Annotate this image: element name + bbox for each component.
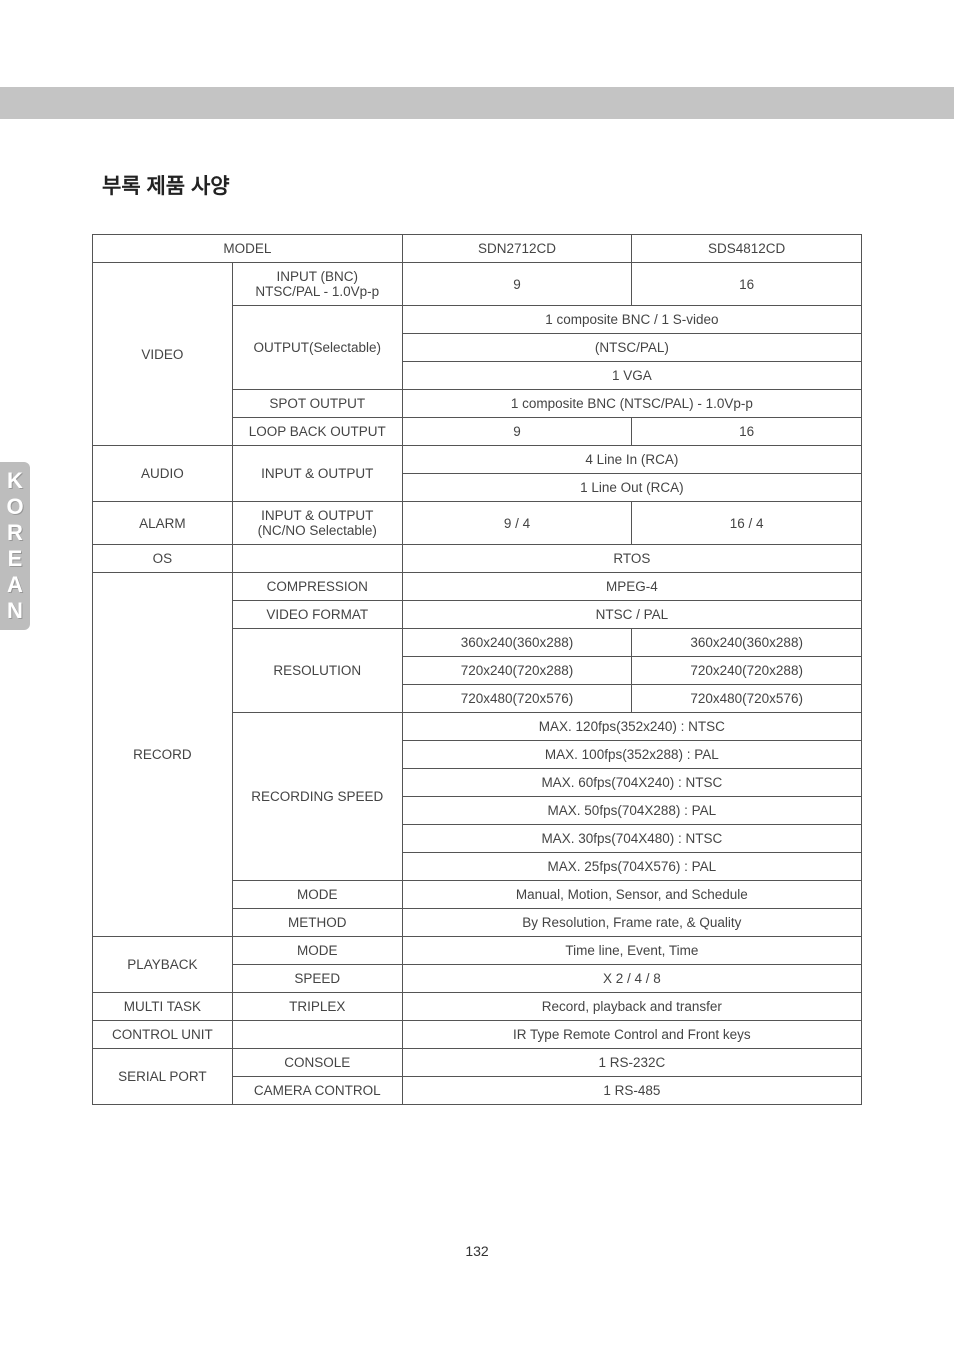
table-subcategory-cell: RECORDING SPEED — [232, 713, 402, 881]
table-value-cell: MAX. 25fps(704X576) : PAL — [402, 853, 861, 881]
table-value-cell: MAX. 120fps(352x240) : NTSC — [402, 713, 861, 741]
table-value-cell: 720x480(720x576) — [402, 685, 632, 713]
table-value-cell: 1 Line Out (RCA) — [402, 474, 861, 502]
table-header-cell: MODEL — [93, 235, 403, 263]
table-subcategory-cell: INPUT & OUTPUT — [232, 446, 402, 502]
table-value-cell: 1 composite BNC / 1 S-video — [402, 306, 861, 334]
table-subcategory-cell: MODE — [232, 881, 402, 909]
table-value-cell: X 2 / 4 / 8 — [402, 965, 861, 993]
table-subcategory-cell: SPOT OUTPUT — [232, 390, 402, 418]
table-value-cell: 9 — [402, 418, 632, 446]
table-value-cell: 16 / 4 — [632, 502, 862, 545]
page-number: 132 — [0, 1243, 954, 1259]
table-subcategory-cell — [232, 1021, 402, 1049]
table-category-cell: VIDEO — [93, 263, 233, 446]
table-value-cell: 720x480(720x576) — [632, 685, 862, 713]
table-value-cell: 16 — [632, 418, 862, 446]
table-subcategory-cell: VIDEO FORMAT — [232, 601, 402, 629]
table-value-cell: 1 VGA — [402, 362, 861, 390]
table-value-cell: 360x240(360x288) — [402, 629, 632, 657]
side-letter: A — [7, 572, 23, 598]
side-letter: R — [7, 520, 23, 546]
language-side-tab: K O R E A N — [0, 462, 30, 630]
table-value-cell: 4 Line In (RCA) — [402, 446, 861, 474]
table-subcategory-cell: METHOD — [232, 909, 402, 937]
table-value-cell: 1 composite BNC (NTSC/PAL) - 1.0Vp-p — [402, 390, 861, 418]
table-category-cell: OS — [93, 545, 233, 573]
table-value-cell: 1 RS-232C — [402, 1049, 861, 1077]
table-header-cell: SDN2712CD — [402, 235, 632, 263]
table-category-cell: CONTROL UNIT — [93, 1021, 233, 1049]
table-value-cell: MAX. 100fps(352x288) : PAL — [402, 741, 861, 769]
table-value-cell: NTSC / PAL — [402, 601, 861, 629]
side-letter: N — [7, 598, 23, 624]
table-value-cell: MAX. 50fps(704X288) : PAL — [402, 797, 861, 825]
table-subcategory-cell: CONSOLE — [232, 1049, 402, 1077]
table-subcategory-cell: OUTPUT(Selectable) — [232, 306, 402, 390]
table-value-cell: By Resolution, Frame rate, & Quality — [402, 909, 861, 937]
table-subcategory-cell: SPEED — [232, 965, 402, 993]
table-value-cell: Time line, Event, Time — [402, 937, 861, 965]
table-value-cell: 720x240(720x288) — [402, 657, 632, 685]
table-header-cell: SDS4812CD — [632, 235, 862, 263]
table-subcategory-cell: COMPRESSION — [232, 573, 402, 601]
table-subcategory-cell: TRIPLEX — [232, 993, 402, 1021]
table-category-cell: ALARM — [93, 502, 233, 545]
table-subcategory-cell: CAMERA CONTROL — [232, 1077, 402, 1105]
table-value-cell: MPEG-4 — [402, 573, 861, 601]
table-subcategory-cell: MODE — [232, 937, 402, 965]
page-title: 부록 제품 사양 — [102, 170, 230, 200]
table-subcategory-cell: INPUT (BNC)NTSC/PAL - 1.0Vp-p — [232, 263, 402, 306]
table-value-cell: MAX. 30fps(704X480) : NTSC — [402, 825, 861, 853]
table-category-cell: AUDIO — [93, 446, 233, 502]
table-value-cell: Manual, Motion, Sensor, and Schedule — [402, 881, 861, 909]
table-subcategory-cell: INPUT & OUTPUT(NC/NO Selectable) — [232, 502, 402, 545]
table-subcategory-cell — [232, 545, 402, 573]
table-category-cell: MULTI TASK — [93, 993, 233, 1021]
table-subcategory-cell: LOOP BACK OUTPUT — [232, 418, 402, 446]
table-value-cell: 1 RS-485 — [402, 1077, 861, 1105]
table-value-cell: IR Type Remote Control and Front keys — [402, 1021, 861, 1049]
side-letter: O — [6, 494, 23, 520]
table-value-cell: MAX. 60fps(704X240) : NTSC — [402, 769, 861, 797]
table-value-cell: 720x240(720x288) — [632, 657, 862, 685]
table-value-cell: RTOS — [402, 545, 861, 573]
table-value-cell: 360x240(360x288) — [632, 629, 862, 657]
table-category-cell: PLAYBACK — [93, 937, 233, 993]
spec-table: MODELSDN2712CDSDS4812CD VIDEOINPUT (BNC)N… — [92, 234, 862, 1105]
side-letter: E — [8, 546, 23, 572]
table-value-cell: 16 — [632, 263, 862, 306]
table-value-cell: Record, playback and transfer — [402, 993, 861, 1021]
table-value-cell: 9 / 4 — [402, 502, 632, 545]
table-category-cell: SERIAL PORT — [93, 1049, 233, 1105]
table-category-cell: RECORD — [93, 573, 233, 937]
side-letter: K — [7, 468, 23, 494]
top-gray-bar — [0, 87, 954, 119]
table-value-cell: (NTSC/PAL) — [402, 334, 861, 362]
table-value-cell: 9 — [402, 263, 632, 306]
table-subcategory-cell: RESOLUTION — [232, 629, 402, 713]
